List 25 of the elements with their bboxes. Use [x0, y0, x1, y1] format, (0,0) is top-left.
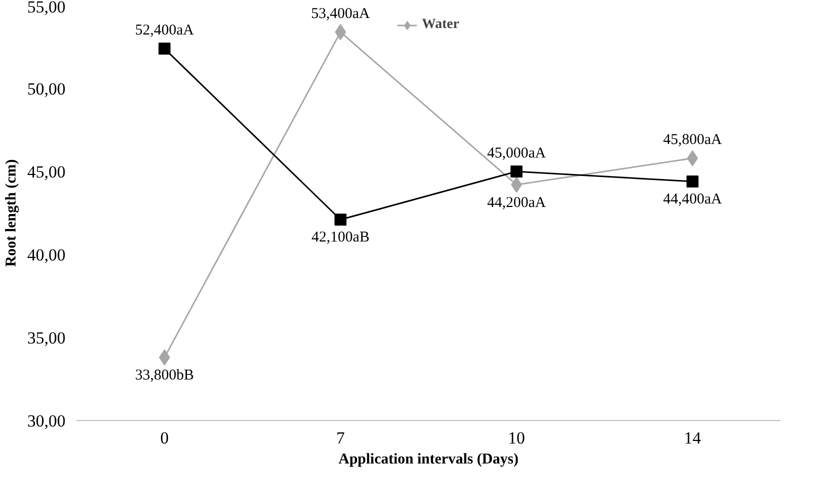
- annotation: 45,000aA: [487, 146, 546, 162]
- annotation: 53,400aA: [311, 6, 370, 22]
- x-tick-label: 10: [508, 428, 525, 448]
- annotation: 45,800aA: [663, 132, 722, 148]
- annotation: 52,400aA: [135, 22, 194, 39]
- annotation: 42,100aB: [312, 230, 370, 246]
- point: [510, 166, 522, 178]
- annotation: 44,400aA: [663, 191, 722, 208]
- y-tick-label: 55,00: [27, 0, 66, 16]
- y-tick-label: 40,00: [27, 246, 66, 264]
- point: [158, 42, 170, 55]
- x-tick-label: 7: [336, 428, 346, 448]
- point: [686, 175, 698, 188]
- annotation: 44,200aA: [487, 194, 546, 211]
- y-tick-label: 45,00: [27, 162, 66, 182]
- x-tick-label: 14: [684, 428, 702, 448]
- y-axis-title: Root length (cm): [3, 159, 20, 267]
- y-tick-label: 30,00: [27, 412, 66, 430]
- y-tick-label: 35,00: [27, 328, 66, 348]
- legend-label: Water: [422, 17, 460, 33]
- x-axis-title: Application intervals (Days): [338, 452, 519, 468]
- x-tick-label: 0: [160, 428, 169, 448]
- y-tick-label: 50,00: [27, 80, 66, 98]
- annotation: 33,800bB: [135, 367, 194, 384]
- point: [334, 214, 346, 226]
